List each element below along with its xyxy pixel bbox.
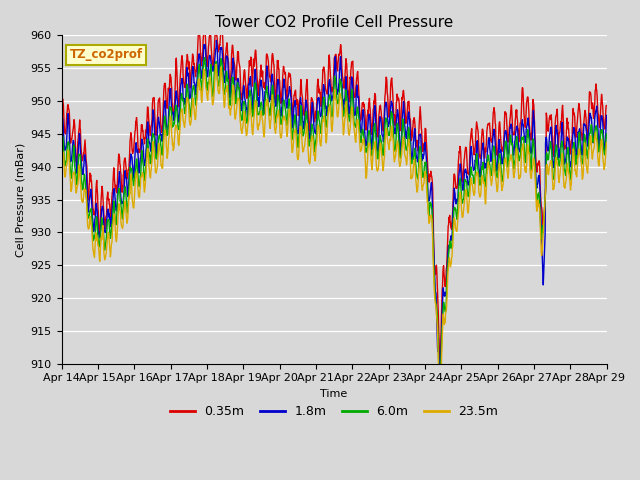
Legend: 0.35m, 1.8m, 6.0m, 23.5m: 0.35m, 1.8m, 6.0m, 23.5m bbox=[164, 400, 504, 423]
Text: TZ_co2prof: TZ_co2prof bbox=[70, 48, 143, 61]
X-axis label: Time: Time bbox=[321, 389, 348, 399]
Title: Tower CO2 Profile Cell Pressure: Tower CO2 Profile Cell Pressure bbox=[215, 15, 453, 30]
Y-axis label: Cell Pressure (mBar): Cell Pressure (mBar) bbox=[15, 143, 25, 257]
